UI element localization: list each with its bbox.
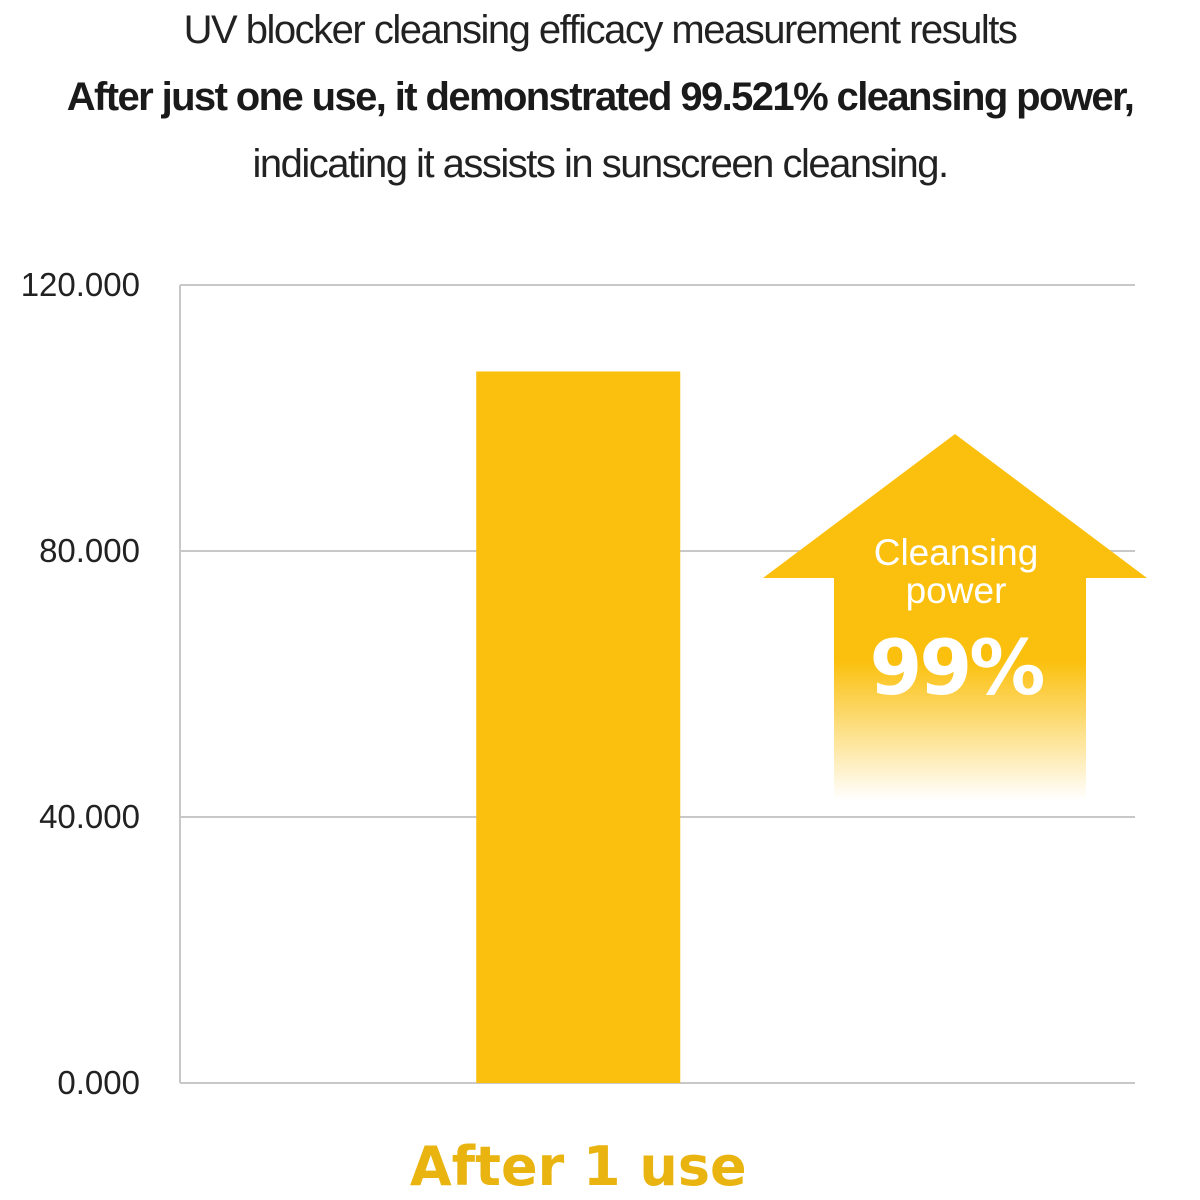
bar — [476, 371, 681, 1083]
arrow-label-power: power — [906, 570, 1007, 611]
y-tick-label: 120.000 — [21, 266, 140, 303]
chart-headline: UV blocker cleansing efficacy measuremen… — [183, 8, 1018, 52]
y-tick-label: 80.000 — [39, 532, 140, 569]
arrow-value: 99% — [870, 623, 1044, 712]
arrow-label-cleansing: Cleansing — [874, 532, 1039, 573]
x-category-label: After 1 use — [410, 1135, 747, 1198]
cleansing-power-arrow: Cleansing power 99% — [763, 434, 1147, 800]
chart-result-statement: After just one use, it demonstrated 99.5… — [66, 75, 1135, 119]
chart-result-note: indicating it assists in sunscreen clean… — [252, 142, 949, 186]
x-tick-labels: After 1 use — [410, 1135, 747, 1198]
bars — [476, 371, 681, 1083]
y-tick-label: 0.000 — [57, 1064, 140, 1101]
y-tick-label: 40.000 — [39, 798, 140, 835]
y-tick-labels: 0.000 40.000 80.000 120.000 — [21, 266, 140, 1101]
